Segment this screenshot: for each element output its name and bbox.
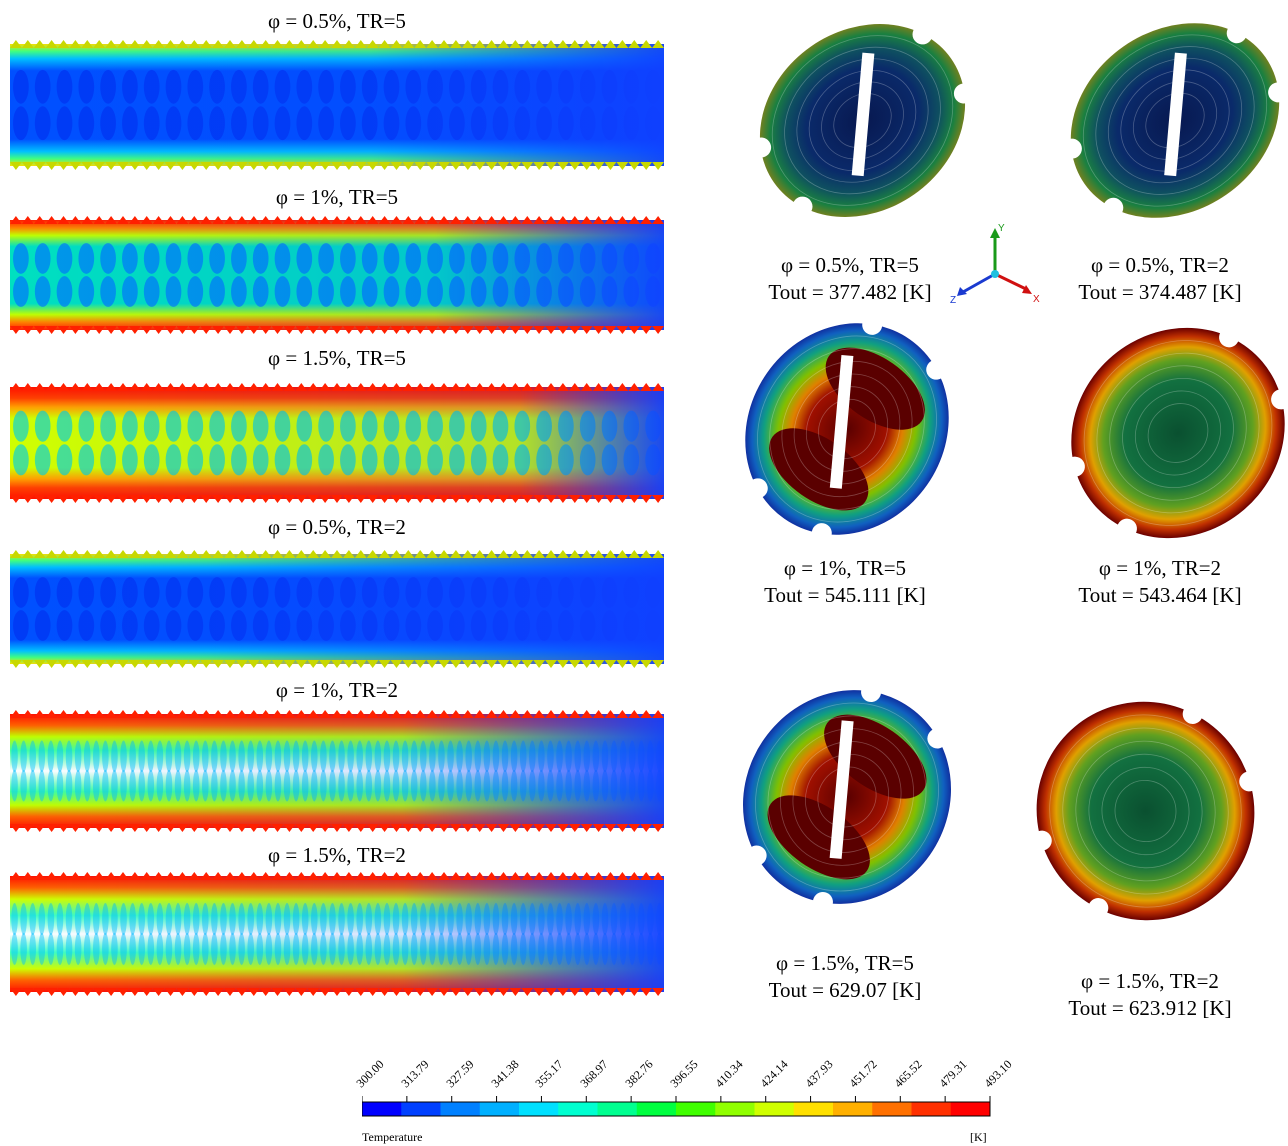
legend-color-segment (950, 1102, 991, 1116)
legend-tick-label: 341.38 (487, 1057, 522, 1091)
legend-color-segment (676, 1102, 716, 1116)
legend-tick-label: 368.97 (577, 1057, 611, 1091)
cross-section-1 (745, 18, 980, 223)
legend-color-segment (401, 1102, 441, 1116)
cross-section-3 (728, 318, 966, 540)
legend-tick-label: 479.31 (936, 1057, 970, 1091)
legend-title: Temperature (362, 1130, 423, 1144)
cross-section-case-label: φ = 1.5%, TR=5 (776, 951, 914, 975)
cross-section-tout-label: Tout = 623.912 [K] (1068, 996, 1232, 1020)
cross-section-caption-6: φ = 1.5%, TR=2 Tout = 623.912 [K] (1045, 968, 1255, 1022)
legend-color-segment (597, 1102, 638, 1116)
legend-tick-label: 382.76 (622, 1057, 656, 1091)
axis-y-label: Y (998, 223, 1005, 234)
legend-color-segment (715, 1102, 755, 1116)
strip-label-1: φ = 0.5%, TR=5 (268, 9, 406, 33)
legend-color-segment (793, 1102, 834, 1116)
legend-tick-label: 437.93 (801, 1057, 836, 1091)
longitudinal-strip-2 (10, 216, 664, 334)
legend-color-segment (479, 1102, 520, 1116)
legend-tick-label: 493.10 (981, 1057, 1015, 1091)
cross-section-caption-2: φ = 0.5%, TR=2 Tout = 374.487 [K] (1060, 252, 1260, 306)
legend-tick-label: 355.17 (532, 1057, 567, 1091)
legend-color-segment (911, 1102, 952, 1116)
strip-label-5: φ = 1%, TR=2 (275, 678, 399, 702)
cross-section-tout-label: Tout = 374.487 [K] (1078, 280, 1242, 304)
cross-section-4 (1058, 318, 1288, 548)
cross-section-2 (1055, 18, 1288, 223)
cross-section-tout-label: Tout = 545.111 [K] (764, 583, 926, 607)
longitudinal-strip-3 (10, 383, 664, 503)
cross-section-tout-label: Tout = 543.464 [K] (1078, 583, 1242, 607)
cross-section-caption-4: φ = 1%, TR=2 Tout = 543.464 [K] (1060, 555, 1260, 609)
legend-color-segment (519, 1102, 559, 1116)
axis-x-label: X (1033, 294, 1040, 305)
legend-color-segment (362, 1102, 402, 1116)
legend-colorbar (362, 1096, 991, 1117)
legend-tick-label: 313.79 (398, 1057, 432, 1091)
axis-z-label: Z (950, 295, 956, 306)
cross-section-6 (1028, 686, 1263, 936)
legend-tick-label: 465.52 (891, 1057, 925, 1091)
legend-color-segment (636, 1102, 677, 1116)
legend-color-segment (754, 1102, 795, 1116)
axis-triad: Y X Z (948, 222, 1043, 307)
legend-color-segment (558, 1102, 598, 1116)
cross-section-case-label: φ = 1%, TR=2 (1098, 556, 1222, 580)
strip-label-3: φ = 1.5%, TR=5 (268, 346, 406, 370)
strip-label-4: φ = 0.5%, TR=2 (268, 515, 406, 539)
longitudinal-strip-4 (10, 550, 664, 668)
legend-tick-label: 327.59 (443, 1057, 477, 1091)
legend-color-segment (833, 1102, 873, 1116)
cross-section-5 (728, 682, 966, 912)
longitudinal-strip-5 (10, 710, 664, 832)
cross-section-caption-3: φ = 1%, TR=5 Tout = 545.111 [K] (745, 555, 945, 609)
temperature-legend: 300.00 313.79 327.59 341.38 355.17 368.97 382.… (353, 1030, 1014, 1146)
legend-tick-label: 424.14 (757, 1057, 791, 1091)
cross-section-tout-label: Tout = 377.482 [K] (768, 280, 932, 304)
cross-section-case-label: φ = 1%, TR=5 (783, 556, 907, 580)
legend-tick-label: 396.55 (667, 1057, 701, 1091)
legend-unit: [K] (970, 1130, 987, 1144)
legend-color-segment (440, 1102, 481, 1116)
longitudinal-strip-1 (10, 40, 664, 170)
cross-section-tout-label: Tout = 629.07 [K] (768, 978, 922, 1002)
cross-section-case-label: φ = 0.5%, TR=5 (781, 253, 919, 277)
legend-color-segment (872, 1102, 912, 1116)
legend-tick-label: 300.00 (353, 1057, 387, 1091)
legend-tick-label: 451.72 (846, 1057, 881, 1091)
strip-label-6: φ = 1.5%, TR=2 (268, 843, 406, 867)
cross-section-caption-5: φ = 1.5%, TR=5 Tout = 629.07 [K] (745, 950, 945, 1004)
cross-section-case-label: φ = 0.5%, TR=2 (1091, 253, 1229, 277)
legend-tick-label: 410.34 (712, 1057, 746, 1091)
strip-label-2: φ = 1%, TR=5 (275, 185, 399, 209)
cross-section-case-label: φ = 1.5%, TR=2 (1081, 969, 1219, 993)
longitudinal-strip-6 (10, 872, 664, 996)
cross-section-caption-1: φ = 0.5%, TR=5 Tout = 377.482 [K] (760, 252, 940, 306)
